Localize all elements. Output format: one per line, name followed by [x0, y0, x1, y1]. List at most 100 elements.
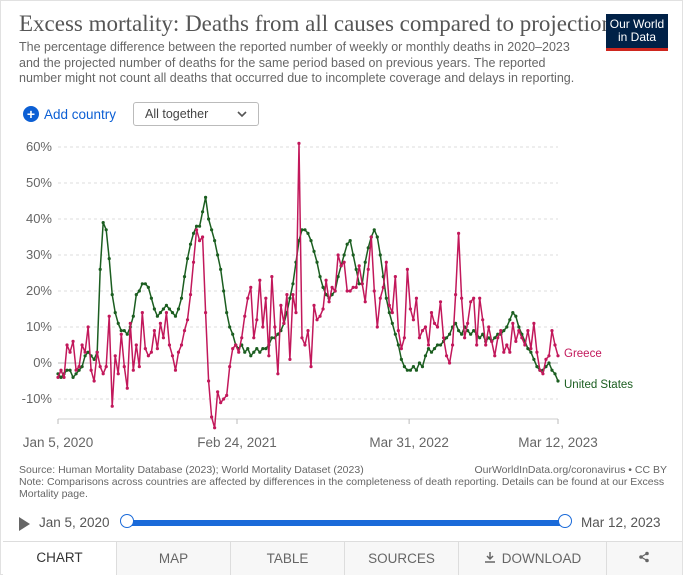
data-point-greece — [312, 303, 316, 307]
data-point-united-states — [74, 372, 78, 376]
data-point-greece — [291, 293, 295, 297]
add-country-button[interactable]: + Add country — [23, 105, 116, 123]
data-point-greece — [366, 267, 370, 271]
data-point-greece — [56, 375, 60, 379]
data-point-greece — [246, 296, 250, 300]
data-point-greece — [216, 390, 220, 394]
data-point-greece — [493, 354, 497, 358]
data-point-united-states — [110, 293, 114, 297]
data-point-united-states — [98, 267, 102, 271]
data-point-greece — [158, 321, 163, 325]
data-point-greece — [354, 285, 358, 289]
data-point-united-states — [402, 365, 406, 369]
data-point-greece — [357, 264, 361, 268]
data-point-united-states — [77, 368, 81, 372]
data-point-united-states — [252, 350, 256, 354]
series-label-greece: Greece — [564, 348, 602, 360]
data-point-united-states — [535, 365, 539, 369]
data-point-greece — [475, 343, 479, 347]
facet-select[interactable]: All together — [133, 102, 259, 126]
data-point-united-states — [508, 318, 512, 322]
data-point-united-states — [309, 239, 313, 243]
data-point-greece — [441, 336, 446, 340]
y-tick-label: 10% — [26, 319, 52, 334]
data-point-greece — [511, 321, 515, 325]
data-point-united-states — [420, 365, 425, 369]
data-point-united-states — [526, 347, 530, 351]
tab-share[interactable] — [605, 542, 682, 575]
data-point-greece — [453, 293, 458, 297]
data-point-united-states — [312, 249, 316, 253]
data-point-united-states — [182, 275, 187, 279]
data-point-united-states — [152, 307, 156, 311]
series-line-united-states — [57, 196, 559, 382]
timeline-end-handle[interactable] — [558, 514, 572, 528]
data-point-united-states — [119, 329, 123, 333]
data-point-greece — [496, 336, 500, 340]
data-point-greece — [396, 329, 400, 333]
data-point-united-states — [460, 332, 464, 336]
data-point-united-states — [249, 354, 253, 358]
data-point-united-states — [185, 257, 190, 261]
data-point-united-states — [384, 296, 388, 300]
data-point-united-states — [222, 289, 226, 293]
data-point-greece — [481, 318, 485, 322]
data-point-greece — [62, 375, 66, 379]
data-point-united-states — [502, 329, 506, 333]
data-point-united-states — [469, 332, 473, 336]
data-point-united-states — [336, 275, 340, 279]
data-point-greece — [402, 336, 406, 340]
data-point-united-states — [216, 253, 220, 257]
tab-sources[interactable]: SOURCES — [344, 542, 458, 575]
data-point-greece — [152, 329, 156, 333]
tab-chart[interactable]: CHART — [3, 542, 117, 575]
data-point-greece — [197, 239, 202, 243]
data-point-united-states — [140, 282, 144, 286]
data-point-greece — [306, 329, 310, 333]
data-point-greece — [505, 343, 509, 347]
data-point-greece — [194, 228, 199, 232]
data-point-greece — [526, 329, 530, 333]
data-point-united-states — [255, 347, 259, 351]
data-point-greece — [318, 314, 322, 318]
data-point-greece — [450, 343, 455, 347]
data-point-greece — [240, 336, 244, 340]
data-point-greece — [532, 321, 536, 325]
data-point-greece — [517, 329, 521, 333]
tab-table[interactable]: TABLE — [230, 542, 344, 575]
data-point-united-states — [158, 311, 163, 315]
timeline-start-handle[interactable] — [120, 514, 134, 528]
timeline-track[interactable] — [127, 520, 565, 526]
data-point-greece — [182, 329, 187, 333]
note-text: Note: Comparisons across countries are a… — [19, 476, 665, 500]
tab-download[interactable]: DOWNLOAD — [458, 542, 606, 575]
data-point-greece — [225, 393, 229, 397]
source-link[interactable]: OurWorldInData.org/coronavirus • CC BY — [474, 464, 667, 476]
data-point-united-states — [363, 260, 367, 264]
data-point-greece — [484, 343, 488, 347]
data-point-greece — [408, 307, 413, 311]
owid-logo[interactable]: Our World in Data — [606, 14, 668, 51]
plus-circle-icon: + — [23, 106, 39, 122]
timeline-start-label: Jan 5, 2020 — [39, 515, 110, 530]
data-point-greece — [71, 339, 75, 343]
data-point-united-states — [191, 231, 196, 235]
data-point-united-states — [228, 325, 232, 329]
play-icon[interactable] — [19, 517, 30, 531]
y-tick-label: 50% — [26, 175, 52, 190]
data-point-united-states — [505, 325, 509, 329]
data-point-united-states — [213, 239, 217, 243]
data-point-greece — [411, 318, 416, 322]
data-point-greece — [529, 347, 533, 351]
data-point-united-states — [203, 195, 208, 199]
data-point-greece — [113, 354, 117, 358]
data-point-united-states — [125, 332, 129, 336]
data-point-greece — [191, 260, 196, 264]
data-point-greece — [535, 350, 539, 354]
data-point-united-states — [342, 253, 346, 257]
data-point-greece — [285, 293, 289, 297]
data-point-united-states — [200, 210, 205, 214]
data-point-united-states — [487, 336, 491, 340]
tab-map[interactable]: MAP — [116, 542, 230, 575]
data-point-united-states — [408, 368, 413, 372]
